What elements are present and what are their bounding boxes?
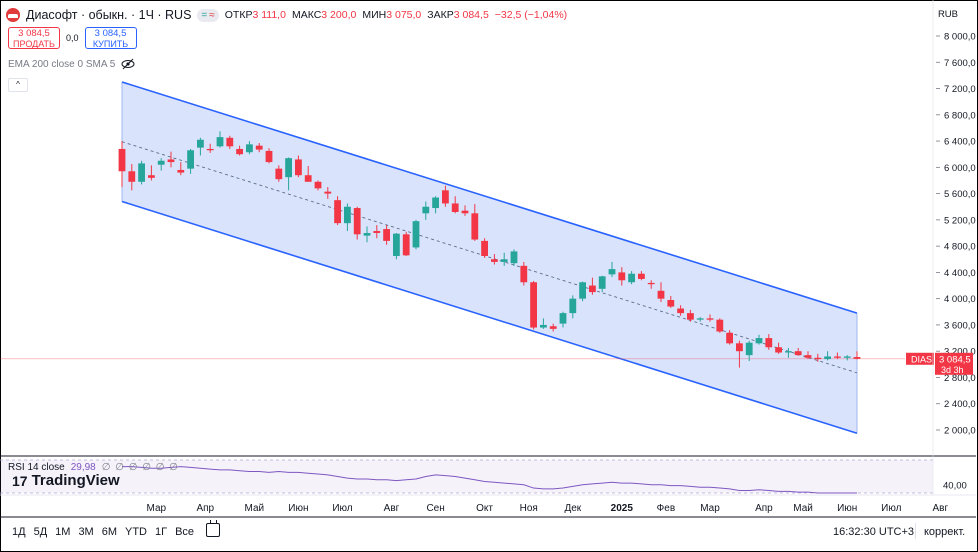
change-value: −32,5 (−1,04%): [494, 9, 568, 21]
spread-value: 0,0: [66, 33, 79, 43]
rsi-legend[interactable]: RSI 14 close 29,98 ∅ ∅ ∅ ∅ ∅ ∅: [8, 462, 179, 473]
sell-price: 3 084,5: [18, 28, 50, 39]
adjust-button[interactable]: коррект.: [924, 526, 966, 538]
sell-button[interactable]: 3 084,5 ПРОДАТЬ: [8, 27, 60, 49]
calendar-icon[interactable]: [206, 520, 220, 537]
buy-label: КУПИТЬ: [92, 39, 129, 49]
tradingview-logo[interactable]: 17 TradingView: [12, 472, 120, 489]
status-pill[interactable]: = ≈: [197, 8, 219, 22]
tradingview-logo-text: TradingView: [31, 472, 120, 489]
indicator-label: EMA 200 close 0 SMA 5: [8, 58, 116, 70]
high-label: МАКС: [291, 9, 322, 21]
range-button[interactable]: 5Д: [33, 526, 48, 538]
trade-panel: 3 084,5 ПРОДАТЬ 0,0 3 084,5 КУПИТЬ: [8, 27, 137, 49]
range-button[interactable]: 1М: [55, 526, 71, 538]
range-buttons: 1Д 5Д 1М 3М 6М YTD 1Г Все: [12, 526, 194, 538]
buy-price: 3 084,5: [94, 28, 127, 39]
clock-readout[interactable]: 16:32:30 UTC+3: [833, 526, 915, 538]
range-button[interactable]: 6М: [101, 526, 117, 538]
range-button[interactable]: Все: [175, 526, 195, 538]
symbol-header: Диасофт · обыкн. · 1Ч · RUS = ≈ ОТКР3 11…: [6, 6, 567, 24]
range-button[interactable]: 3М: [78, 526, 94, 538]
sell-label: ПРОДАТЬ: [13, 39, 55, 49]
low-value: 3 075,0: [386, 9, 422, 21]
range-button[interactable]: 1Г: [155, 526, 168, 538]
ohlc-readout: ОТКР3 111,0 МАКС3 200,0 МИН3 075,0 ЗАКР3…: [225, 9, 567, 21]
indicator-legend[interactable]: EMA 200 close 0 SMA 5: [8, 58, 135, 70]
wave-icon: ≈: [209, 9, 215, 21]
toolbar-divider: [915, 523, 916, 539]
currency-label[interactable]: RUB: [937, 9, 958, 20]
bottom-toolbar: 1Д 5Д 1М 3М 6М YTD 1Г Все 16:32:30 UTC+3 коррек…: [0, 520, 978, 544]
close-label: ЗАКР: [427, 9, 454, 21]
symbol-title[interactable]: Диасофт · обыкн. · 1Ч · RUS: [26, 8, 192, 22]
open-label: ОТКР: [224, 9, 253, 21]
range-button[interactable]: 1Д: [12, 526, 26, 538]
rsi-placeholders: ∅ ∅ ∅ ∅ ∅ ∅: [101, 462, 179, 473]
company-logo-icon: [6, 8, 20, 22]
chevron-up-icon: ^: [16, 80, 20, 89]
eye-crossed-icon[interactable]: [121, 58, 135, 70]
collapse-legend-button[interactable]: ^: [8, 78, 28, 92]
close-value: 3 084,5: [453, 9, 489, 21]
low-label: МИН: [362, 9, 387, 21]
tradingview-mark-icon: 17: [12, 472, 28, 489]
equal-icon: =: [201, 9, 208, 21]
open-value: 3 111,0: [252, 9, 286, 21]
high-value: 3 200,0: [321, 9, 357, 21]
range-button[interactable]: YTD: [125, 526, 147, 538]
buy-button[interactable]: 3 084,5 КУПИТЬ: [84, 27, 137, 49]
rsi-label: RSI 14 close: [8, 462, 65, 473]
rsi-value: 29,98: [70, 462, 96, 473]
